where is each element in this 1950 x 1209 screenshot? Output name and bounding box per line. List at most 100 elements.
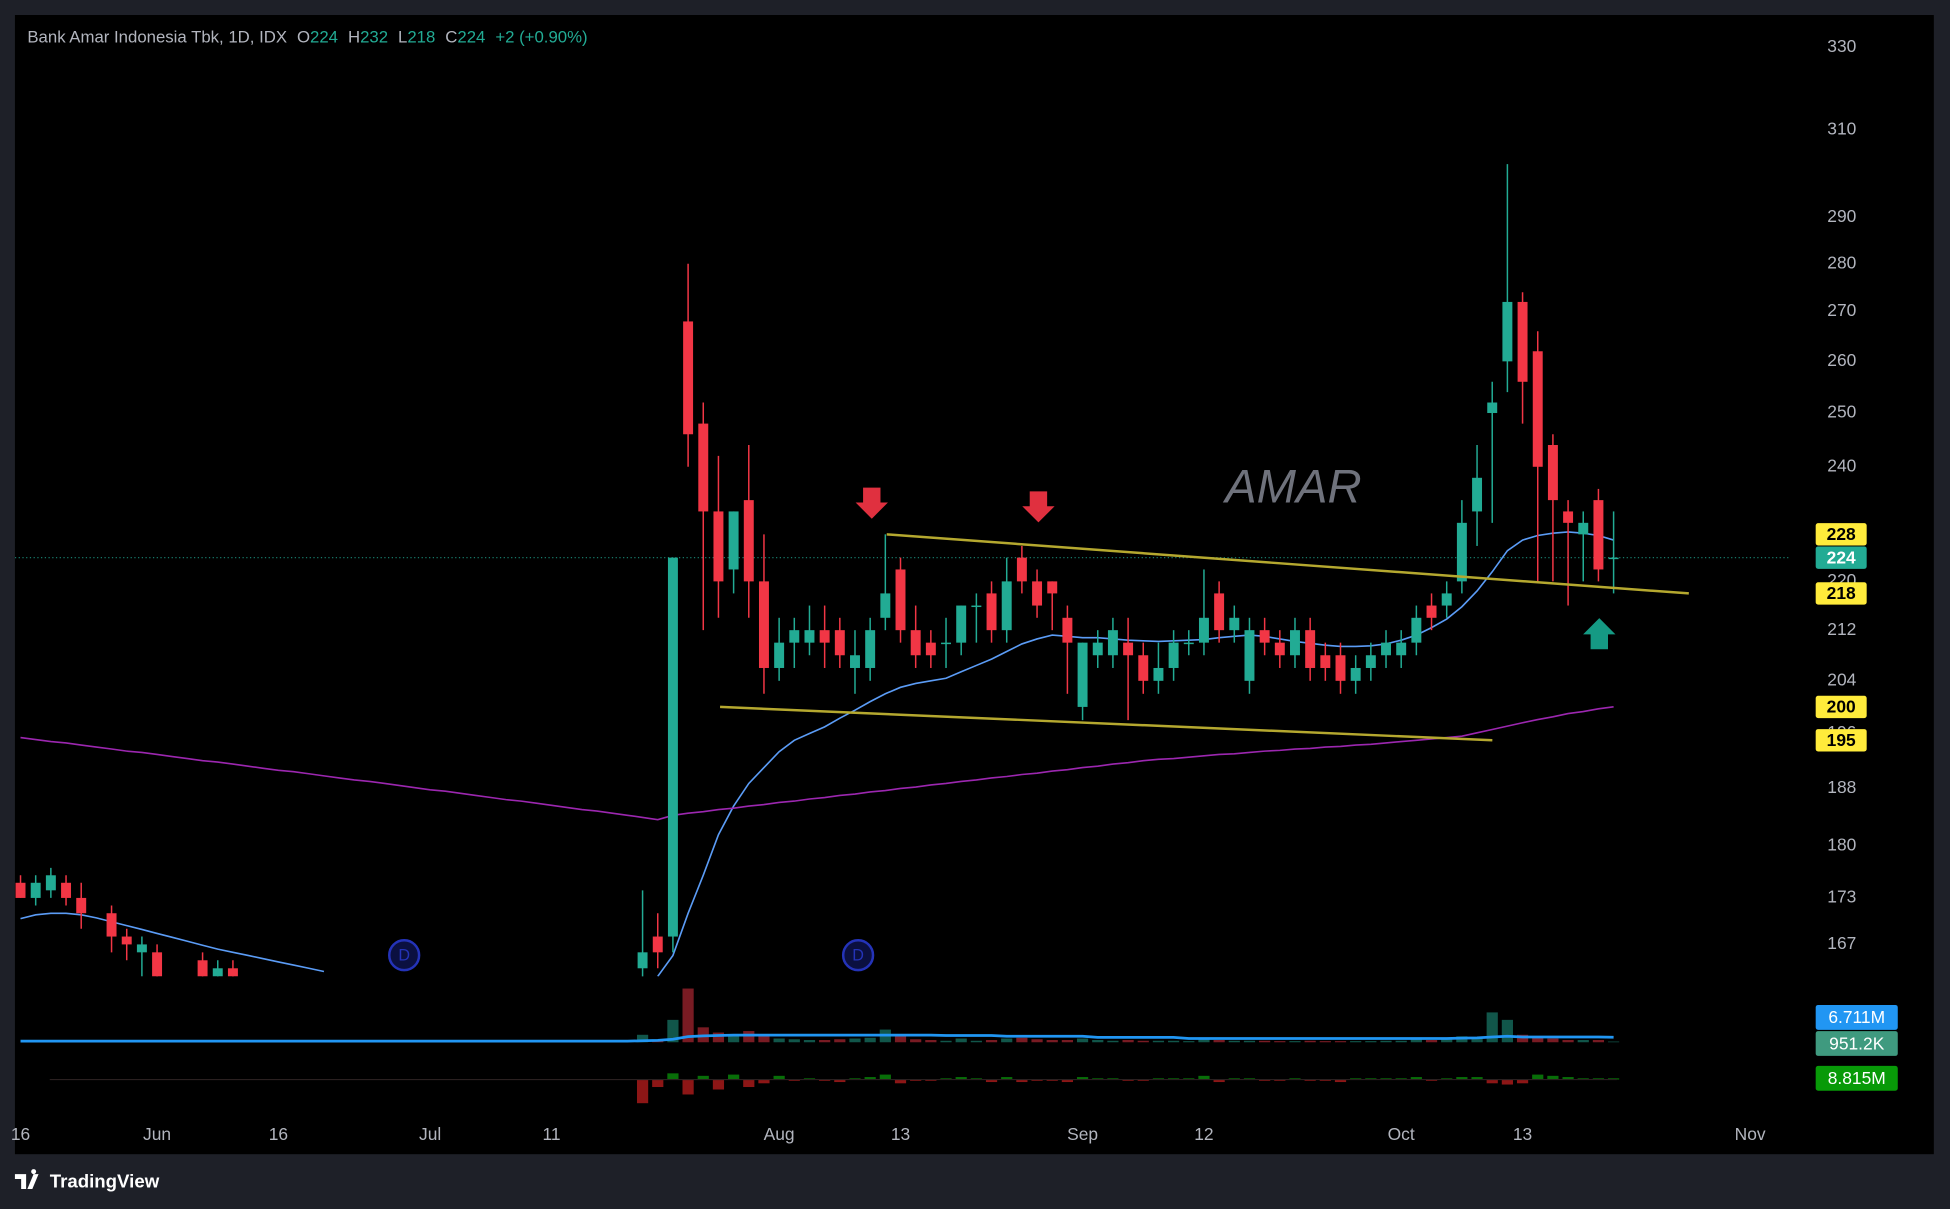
candle-body bbox=[1092, 642, 1103, 656]
logo: TradingView bbox=[14, 1169, 160, 1192]
price-label: 218 bbox=[1827, 583, 1856, 603]
volume-label: 6.711M bbox=[1828, 1007, 1885, 1027]
up-arrow bbox=[1583, 618, 1616, 650]
y-tick-label: 240 bbox=[1827, 455, 1856, 475]
volume-bar bbox=[1001, 1038, 1013, 1043]
volume-bar bbox=[712, 1032, 725, 1043]
candle-body bbox=[106, 913, 117, 937]
candle-body bbox=[1229, 617, 1240, 631]
volume-bar bbox=[728, 1034, 740, 1043]
candle-body bbox=[1183, 642, 1194, 645]
dividend-marker[interactable] bbox=[388, 939, 421, 972]
volume-bar bbox=[788, 1039, 800, 1043]
net-volume-bar bbox=[1016, 1079, 1028, 1083]
volume-bar bbox=[1289, 1041, 1301, 1043]
price-label: 224 bbox=[1827, 547, 1856, 567]
candle-body bbox=[1001, 581, 1012, 631]
candle-body bbox=[1517, 301, 1528, 382]
volume-bar bbox=[1441, 1039, 1453, 1043]
dividend-label: D bbox=[852, 947, 864, 965]
volume-bar bbox=[1334, 1041, 1347, 1043]
volume-bar bbox=[667, 1019, 679, 1043]
ma-line bbox=[20, 1033, 1614, 1043]
price-label-box bbox=[1815, 582, 1867, 605]
volume-bar bbox=[1213, 1040, 1225, 1043]
volume-bar bbox=[1425, 1040, 1438, 1043]
candle-body bbox=[774, 642, 785, 668]
candle-body bbox=[121, 936, 132, 945]
net-volume-bar bbox=[1152, 1078, 1165, 1080]
candle-body bbox=[652, 936, 663, 953]
candle-body bbox=[743, 500, 754, 582]
net-volume-bar bbox=[1592, 1078, 1605, 1080]
candle-body bbox=[1123, 642, 1134, 656]
y-tick-label: 310 bbox=[1827, 118, 1856, 138]
candle-body bbox=[789, 630, 800, 643]
candle-body bbox=[834, 630, 845, 656]
volume-bar bbox=[985, 1040, 998, 1043]
candle-body bbox=[1214, 593, 1225, 631]
x-tick-label: Oct bbox=[1388, 1124, 1415, 1144]
candle-body bbox=[850, 655, 860, 668]
candle-body bbox=[895, 569, 906, 631]
trendline bbox=[720, 705, 1493, 742]
ma-line bbox=[657, 531, 1614, 977]
net-volume-bar bbox=[1243, 1078, 1256, 1080]
candle-body bbox=[1320, 655, 1331, 668]
net-volume-bar bbox=[1107, 1078, 1119, 1080]
volume-bar bbox=[758, 1036, 770, 1043]
candle-body bbox=[1532, 351, 1543, 467]
candle-body bbox=[212, 968, 223, 977]
y-tick-label: 270 bbox=[1827, 300, 1856, 320]
candle-body bbox=[1138, 655, 1149, 681]
candle-body bbox=[637, 952, 648, 969]
volume-bar bbox=[636, 1034, 649, 1043]
low-key: L bbox=[398, 28, 407, 47]
ma-line bbox=[20, 912, 325, 973]
volume-bar bbox=[834, 1039, 846, 1043]
volume-bar bbox=[1031, 1039, 1043, 1043]
y-tick-label: 280 bbox=[1827, 252, 1856, 272]
candle-body bbox=[1472, 477, 1483, 512]
candle-body bbox=[1578, 522, 1589, 535]
price-label-box bbox=[1815, 695, 1867, 719]
net-volume-bar bbox=[1471, 1077, 1483, 1080]
close-key: C bbox=[445, 28, 457, 47]
volume-bar bbox=[1137, 1040, 1149, 1043]
net-volume-bar bbox=[1516, 1079, 1529, 1084]
volume-bar bbox=[1183, 1041, 1195, 1043]
candle-body bbox=[1365, 655, 1376, 668]
high: 232 bbox=[360, 28, 388, 47]
volume-bar bbox=[1350, 1041, 1362, 1043]
net-volume-bar bbox=[1092, 1078, 1104, 1080]
y-tick-label: 167 bbox=[1827, 933, 1856, 953]
volume-label: 951.2K bbox=[1829, 1033, 1885, 1053]
volume-bar bbox=[1471, 1037, 1483, 1043]
x-tick-label: Jul bbox=[419, 1124, 441, 1144]
volume-bar bbox=[1547, 1038, 1559, 1043]
x-tick-label: 13 bbox=[1513, 1124, 1532, 1144]
symbol: Bank Amar Indonesia Tbk, 1D, IDX bbox=[27, 28, 287, 47]
volume-bar bbox=[910, 1039, 922, 1043]
volume-label-box bbox=[1815, 1004, 1898, 1030]
candle-body bbox=[758, 581, 769, 668]
candle-body bbox=[1487, 402, 1498, 414]
x-tick-label: 12 bbox=[1194, 1124, 1213, 1144]
candle-body bbox=[941, 642, 951, 645]
dividend-marker[interactable] bbox=[841, 939, 875, 972]
net-volume-bar bbox=[970, 1078, 982, 1080]
net-volume-bar bbox=[1547, 1075, 1559, 1080]
brand: TradingView bbox=[50, 1171, 160, 1192]
candle-body bbox=[1290, 630, 1300, 656]
net-volume-bar bbox=[1380, 1078, 1392, 1080]
net-volume-bar bbox=[712, 1079, 725, 1090]
volume-bar bbox=[1608, 1041, 1620, 1043]
chart-area bbox=[14, 15, 1934, 1155]
open: 224 bbox=[310, 28, 338, 47]
x-tick-label: 16 bbox=[11, 1124, 30, 1144]
price-label-box bbox=[1815, 729, 1867, 752]
net-volume-bar bbox=[667, 1073, 679, 1080]
volume-bar bbox=[1107, 1040, 1119, 1043]
volume-bar bbox=[1016, 1037, 1028, 1043]
candle-body bbox=[1426, 605, 1437, 618]
